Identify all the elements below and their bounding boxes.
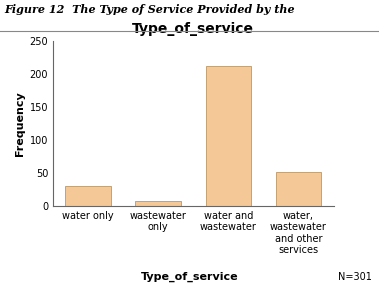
Bar (135, 201, 181, 206)
Bar (276, 172, 321, 206)
Bar (65, 186, 111, 206)
Text: Figure 12  The Type of Service Provided by the: Figure 12 The Type of Service Provided b… (4, 4, 294, 15)
Text: N=301: N=301 (338, 272, 371, 282)
Bar (205, 66, 251, 206)
Y-axis label: Frequency: Frequency (16, 91, 25, 156)
Text: Type_of_service: Type_of_service (141, 272, 238, 282)
Title: Type_of_service: Type_of_service (132, 22, 254, 36)
